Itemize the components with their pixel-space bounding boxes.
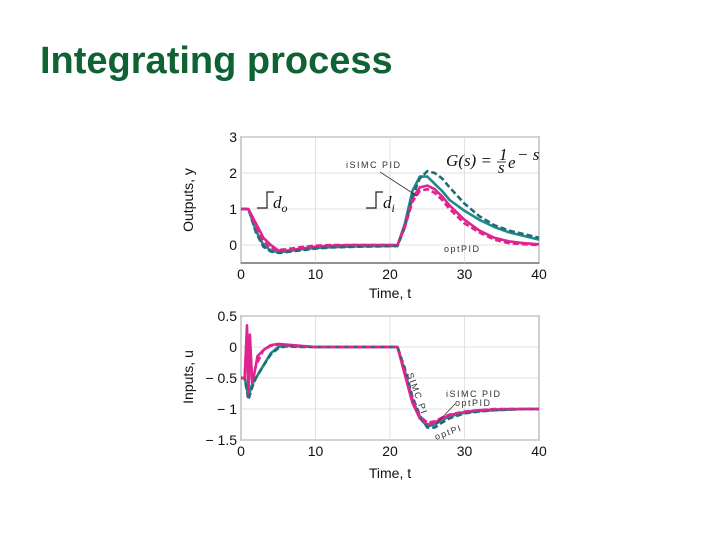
- bottom-y-tick-label: 0: [229, 339, 237, 355]
- transfer-function-prefix: G(s) =: [446, 151, 492, 170]
- bottom-y-axis-label: Inputs, u: [180, 350, 196, 404]
- top-series-optpid: [241, 187, 540, 252]
- slide-title: Integrating process: [40, 40, 393, 82]
- step-out-subscript: o: [282, 201, 288, 215]
- top-y-tick-label: 3: [229, 129, 237, 145]
- bottom-label-isimc-pid: iSIMC PID: [446, 389, 502, 399]
- svg-text:di: di: [383, 193, 395, 215]
- svg-text:do: do: [273, 193, 288, 215]
- top-y-tick-label: 0: [229, 237, 237, 253]
- bottom-y-tick-label: − 0.5: [205, 370, 237, 386]
- bottom-x-tick-label: 0: [237, 443, 245, 459]
- top-chart-tick-labels: 0 10 20 30 40 0 1 2 3: [229, 129, 547, 282]
- bottom-label-optpid: optPID: [455, 398, 492, 408]
- top-label-optpid: optPID: [444, 244, 481, 254]
- top-x-tick-label: 20: [382, 266, 398, 282]
- bottom-y-tick-label: 0.5: [218, 308, 238, 324]
- bottom-y-tick-label: − 1: [217, 401, 237, 417]
- top-y-tick-label: 2: [229, 165, 237, 181]
- transfer-function-denominator: s: [498, 158, 505, 177]
- top-x-tick-label: 30: [457, 266, 473, 282]
- bottom-x-tick-label: 30: [457, 443, 473, 459]
- step-in-subscript: i: [392, 201, 395, 215]
- transfer-function-numerator: 1: [499, 145, 508, 164]
- bottom-series-optpi: [241, 345, 539, 429]
- top-label-isimc-pid: iSIMC PID: [346, 160, 402, 170]
- transfer-function-exp-base: e: [508, 153, 516, 172]
- top-label-isimc-pid-leader: [379, 171, 418, 197]
- top-x-tick-label: 10: [308, 266, 324, 282]
- top-x-tick-label: 0: [237, 266, 245, 282]
- bottom-label-optpid-leader: [435, 403, 456, 425]
- bottom-chart: 0 10 20 30 40 0.5 0 − 0.5 − 1 − 1.5 Time, t Input…: [180, 308, 547, 481]
- step-out-icon: [257, 191, 274, 209]
- bottom-chart-series: [241, 323, 539, 429]
- bottom-series-optpid: [241, 330, 539, 424]
- top-y-tick-label: 1: [229, 201, 237, 217]
- step-in-icon: [366, 191, 383, 209]
- top-y-axis-label: Outputs, y: [180, 168, 196, 232]
- bottom-x-axis-label: Time, t: [369, 465, 411, 481]
- transfer-function-exponent: − s: [517, 145, 540, 164]
- step-out-label: d: [273, 193, 282, 212]
- step-in-label: d: [383, 193, 392, 212]
- bottom-x-tick-label: 20: [382, 443, 398, 459]
- top-chart-series: [241, 169, 540, 255]
- bottom-x-tick-label: 10: [308, 443, 324, 459]
- top-x-axis-label: Time, t: [369, 285, 411, 301]
- top-x-tick-label: 40: [531, 266, 547, 282]
- bottom-chart-tick-labels: 0 10 20 30 40 0.5 0 − 0.5 − 1 − 1.5: [205, 308, 547, 459]
- bottom-y-tick-label: − 1.5: [205, 432, 237, 448]
- bottom-x-tick-label: 40: [531, 443, 547, 459]
